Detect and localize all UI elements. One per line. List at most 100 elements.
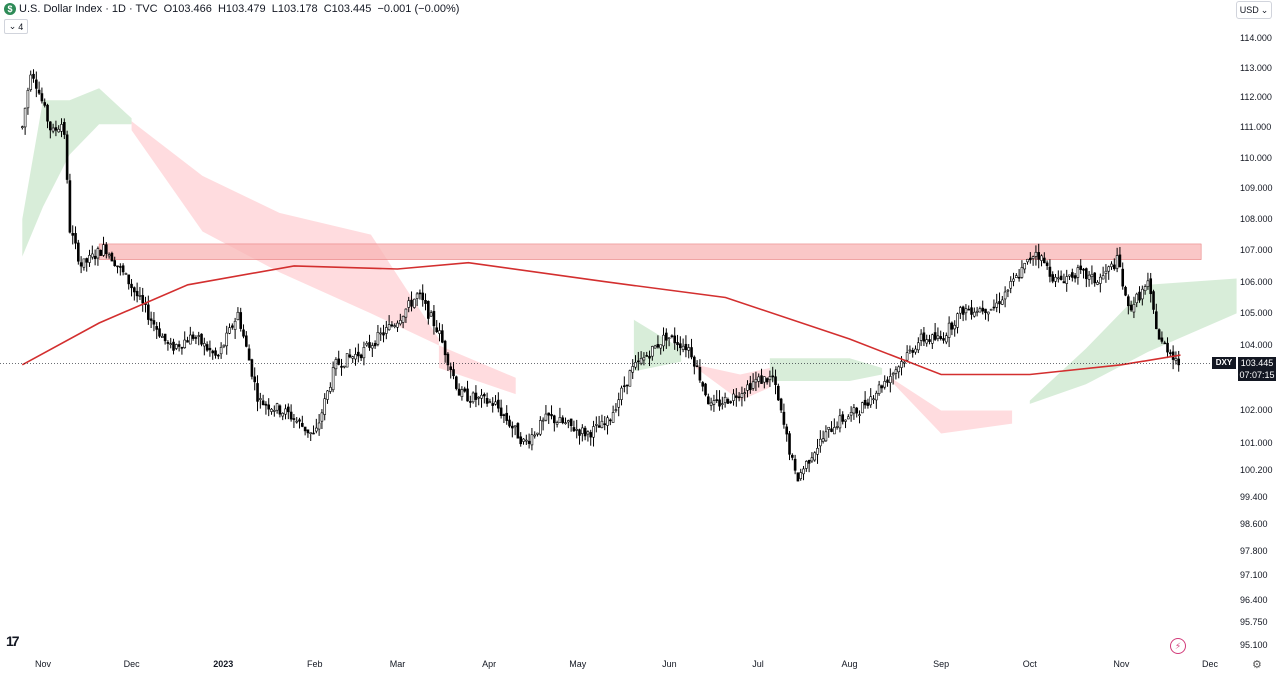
candle-body (497, 399, 500, 409)
candle-body (928, 339, 931, 342)
candle-body (1110, 263, 1113, 268)
candle-body (875, 392, 878, 401)
candle-body (942, 338, 945, 341)
candle-body (931, 334, 934, 344)
candle-body (351, 356, 355, 359)
cloud-bear-segment (695, 364, 770, 401)
candle-body (161, 336, 164, 338)
y-tick-label: 98.600 (1240, 518, 1268, 529)
candle-body (214, 350, 217, 356)
candle-body (508, 419, 511, 427)
candle-body (200, 333, 203, 345)
candle-body (883, 381, 887, 388)
candle-body (82, 258, 86, 268)
candle-body (645, 355, 649, 357)
cloud-bear-segment (131, 121, 439, 346)
candle-body (1104, 270, 1108, 274)
candle-body (981, 307, 985, 312)
candle-body (1169, 352, 1172, 354)
candle-body (1143, 286, 1147, 292)
candle-body (667, 337, 671, 339)
symbol-tag: DXY (1212, 357, 1236, 369)
candle-body (693, 356, 696, 367)
candle-body (891, 373, 895, 376)
y-tick-label: 95.750 (1240, 617, 1268, 628)
candle-body (368, 342, 371, 348)
candle-body (1037, 252, 1041, 260)
candle-body (43, 102, 47, 106)
candlesticks (21, 69, 1181, 482)
settings-icon[interactable]: ⚙ (1252, 659, 1262, 671)
candle-body (679, 343, 682, 349)
candle-body (586, 431, 590, 435)
candle-body (533, 434, 537, 437)
candle-body (455, 376, 458, 389)
candle-body (348, 354, 352, 358)
candle-body (1096, 281, 1099, 285)
candle-body (785, 426, 789, 435)
x-tick-label: May (569, 659, 587, 669)
candle-body (449, 366, 453, 371)
candle-body (306, 429, 310, 434)
candle-body (1121, 268, 1125, 287)
candle-body (239, 312, 243, 329)
candle-body (1155, 311, 1158, 330)
candle-body (183, 339, 187, 349)
candle-body (1141, 288, 1144, 300)
candle-body (754, 378, 758, 383)
candle-body (1087, 274, 1091, 280)
candle-body (172, 341, 175, 351)
y-tick-label: 106.000 (1240, 276, 1273, 287)
candle-body (474, 392, 478, 400)
candle-body (581, 427, 584, 434)
candle-body (379, 332, 383, 335)
candle-body (684, 343, 688, 351)
y-tick-label: 114.000 (1240, 33, 1272, 43)
dollar-logo-icon: $ (4, 3, 16, 15)
candle-body (105, 244, 108, 255)
cloud-bull-segment (1029, 278, 1237, 404)
candle-body (477, 396, 481, 399)
candle-body (973, 311, 976, 317)
candle-body (642, 357, 646, 361)
candle-body (513, 425, 517, 428)
bolt-icon[interactable]: ⚡ (1170, 638, 1186, 654)
candle-body (953, 324, 957, 330)
candle-body (959, 307, 962, 314)
tradingview-logo-icon[interactable]: 17 (6, 633, 20, 649)
candle-body (690, 347, 693, 358)
candle-body (634, 362, 637, 368)
candle-body (987, 311, 990, 315)
candle-body (889, 376, 892, 384)
candle-body (704, 383, 707, 396)
candle-body (707, 396, 710, 405)
candle-body (219, 346, 223, 355)
candle-body (119, 266, 122, 268)
symbol-title[interactable]: U.S. Dollar Index · 1D · TVC (19, 3, 158, 15)
candle-body (457, 388, 461, 396)
candle-body (133, 287, 136, 293)
candle-body (68, 180, 72, 233)
indicator-collapse-button[interactable]: ⌄ 4 (4, 19, 28, 34)
candle-body (530, 434, 534, 446)
candle-body (390, 324, 394, 327)
candle-body (49, 121, 52, 131)
candle-body (1163, 342, 1167, 345)
currency-selector[interactable]: USD ⌄ (1236, 1, 1272, 19)
candle-body (267, 404, 271, 410)
candle-body (385, 327, 388, 334)
candle-body (802, 468, 805, 475)
close-value: C103.445 (323, 3, 372, 15)
candle-body (553, 415, 556, 424)
x-tick-label: Aug (841, 659, 858, 669)
candle-body (919, 333, 923, 341)
candle-body (925, 339, 929, 344)
candle-body (824, 431, 828, 442)
candle-body (343, 365, 346, 368)
candle-body (432, 311, 436, 327)
candle-body (135, 290, 139, 297)
x-tick-label: Jul (752, 659, 764, 669)
candle-body (1031, 256, 1035, 259)
candle-body (701, 382, 705, 387)
